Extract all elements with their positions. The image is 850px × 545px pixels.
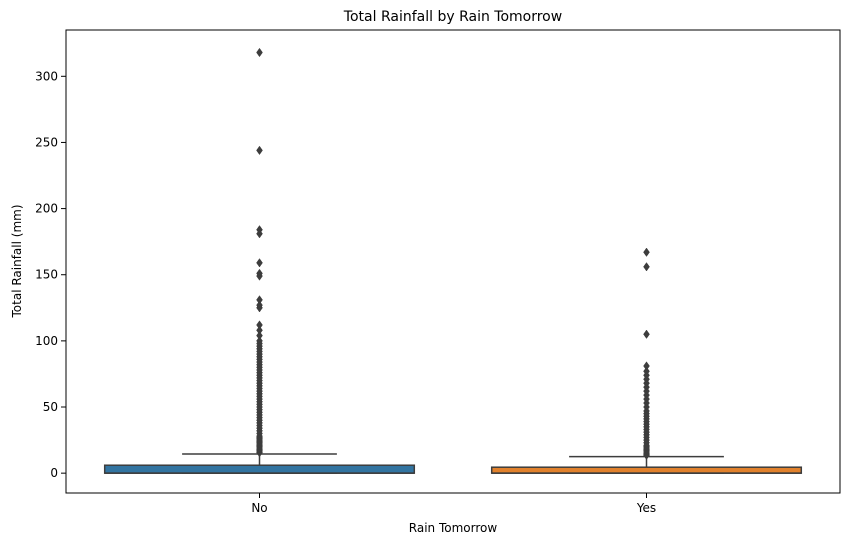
box-yes — [490, 466, 803, 474]
y-tick-label: 250 — [35, 135, 58, 149]
outlier-point — [256, 303, 263, 313]
y-tick-label: 0 — [50, 466, 58, 480]
y-tick-label: 50 — [43, 400, 58, 414]
x-axis-label: Rain Tomorrow — [409, 521, 498, 535]
y-axis-label: Total Rainfall (mm) — [10, 204, 24, 318]
box-group-yes — [490, 247, 803, 474]
outlier-point — [256, 258, 263, 268]
plot-area — [103, 47, 803, 474]
y-tick-label: 200 — [35, 202, 58, 216]
x-tick-label-yes: Yes — [636, 501, 656, 515]
outlier-point — [643, 450, 650, 460]
y-tick-label: 100 — [35, 334, 58, 348]
y-tick-label: 300 — [35, 69, 58, 83]
plot-frame — [65, 29, 841, 494]
chart-title: Total Rainfall by Rain Tomorrow — [343, 9, 562, 25]
outlier-point — [256, 448, 263, 458]
outlier-point — [256, 145, 263, 156]
outlier-point — [643, 262, 650, 272]
outlier-point — [256, 271, 263, 281]
y-tick-label: 150 — [35, 268, 58, 282]
x-axis: No Yes — [251, 493, 656, 515]
y-axis: 0 50 100 150 200 250 300 — [35, 69, 66, 480]
outlier-point — [643, 329, 650, 339]
outlier-point — [643, 247, 650, 257]
x-tick-label-no: No — [251, 501, 267, 515]
box-no — [103, 464, 416, 474]
outlier-point — [256, 229, 263, 239]
outlier-point — [256, 47, 263, 58]
box-group-no — [103, 47, 416, 474]
